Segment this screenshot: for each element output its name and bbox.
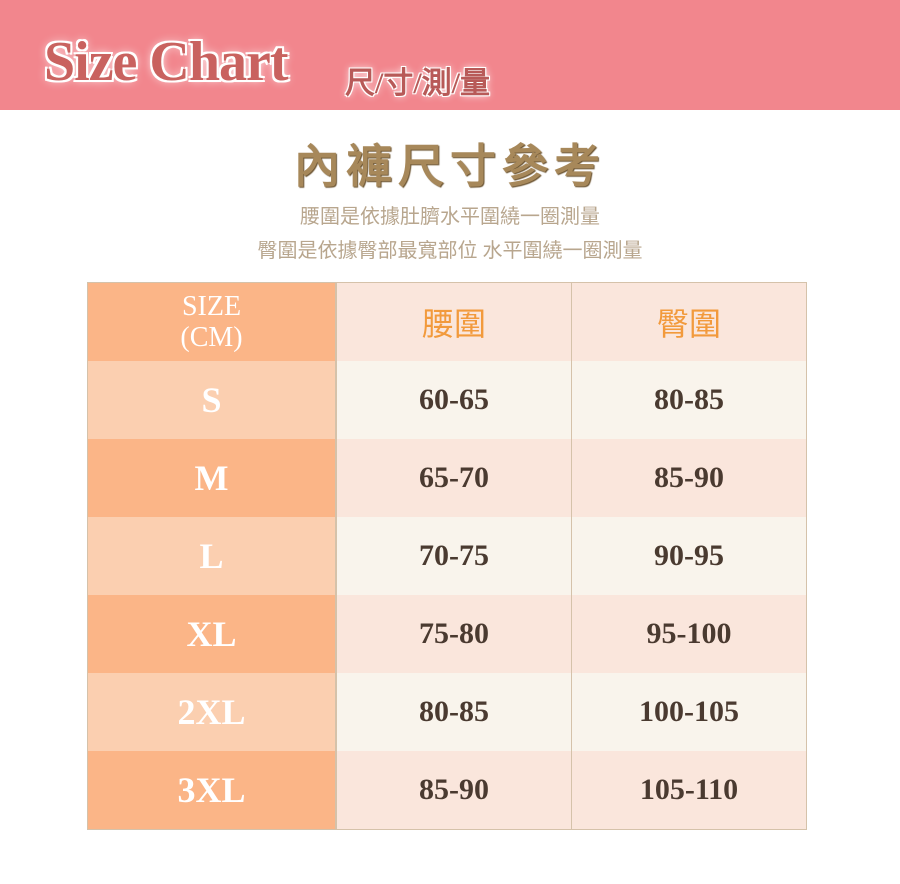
note-hip: 臀圍是依據臀部最寬部位 水平圍繞一圈測量 — [257, 240, 643, 262]
hip-cell: 90-95 — [571, 517, 807, 595]
waist-cell: 85-90 — [336, 751, 572, 830]
table-row: L 70-75 90-95 — [87, 517, 807, 595]
hip-cell: 105-110 — [571, 751, 807, 830]
table-header-row: SIZE (CM) 腰圍 臀圍 — [87, 282, 807, 361]
size-cell: 3XL — [87, 751, 337, 830]
waist-cell: 80-85 — [336, 673, 572, 751]
hip-cell: 80-85 — [571, 361, 807, 439]
hip-cell: 100-105 — [571, 673, 807, 751]
header-waist: 腰圍 — [336, 282, 572, 361]
size-cell: 2XL — [87, 673, 337, 751]
header-size-label: SIZE — [181, 291, 242, 322]
header-banner: Size Chart 尺/寸/測/量 — [0, 0, 900, 110]
header-size-unit: (CM) — [180, 322, 243, 353]
size-cell: L — [87, 517, 337, 595]
table-row: 2XL 80-85 100-105 — [87, 673, 807, 751]
brand-subtitle: 尺/寸/測/量 — [345, 67, 491, 100]
hip-cell: 85-90 — [571, 439, 807, 517]
page-title: 內褲尺寸參考 — [294, 141, 606, 192]
size-cell: S — [87, 361, 337, 439]
hip-cell: 95-100 — [571, 595, 807, 673]
waist-cell: 70-75 — [336, 517, 572, 595]
header-hip: 臀圍 — [571, 282, 807, 361]
waist-cell: 75-80 — [336, 595, 572, 673]
brand-title: Size Chart — [44, 31, 289, 93]
table-row: 3XL 85-90 105-110 — [87, 751, 807, 830]
waist-cell: 60-65 — [336, 361, 572, 439]
header-size: SIZE (CM) — [87, 282, 337, 361]
size-cell: XL — [87, 595, 337, 673]
waist-cell: 65-70 — [336, 439, 572, 517]
table-row: S 60-65 80-85 — [87, 361, 807, 439]
size-table: SIZE (CM) 腰圍 臀圍 S 60-65 80-85 M 65-70 85-90 L… — [87, 282, 807, 830]
note-waist: 腰圍是依據肚臍水平圍繞一圈測量 — [300, 206, 600, 228]
size-cell: M — [87, 439, 337, 517]
table-row: XL 75-80 95-100 — [87, 595, 807, 673]
table-row: M 65-70 85-90 — [87, 439, 807, 517]
